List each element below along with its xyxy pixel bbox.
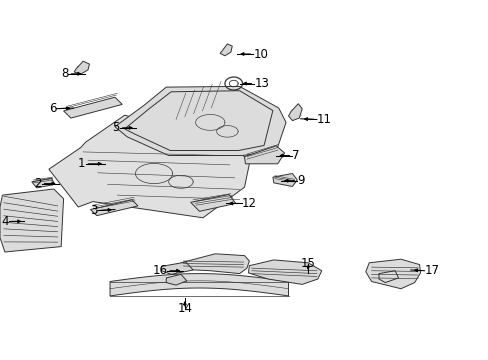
Text: 16: 16 [152,264,167,277]
Polygon shape [248,260,321,284]
Text: 12: 12 [242,197,257,210]
Polygon shape [90,200,138,216]
Text: 4: 4 [1,215,9,228]
Polygon shape [161,262,193,274]
Text: 5: 5 [112,121,120,134]
Text: 6: 6 [49,102,56,115]
Polygon shape [244,146,284,164]
Text: 10: 10 [253,48,267,60]
Text: 7: 7 [292,149,299,162]
Polygon shape [115,86,285,156]
Polygon shape [49,115,249,218]
Text: 3: 3 [90,204,98,217]
Text: 17: 17 [424,264,439,277]
Polygon shape [220,44,232,56]
Polygon shape [74,61,89,74]
Text: 11: 11 [316,113,331,126]
Text: 8: 8 [61,67,68,80]
Polygon shape [0,189,63,252]
Polygon shape [63,97,122,118]
Text: 14: 14 [177,302,192,315]
Polygon shape [110,274,288,296]
Text: 15: 15 [300,257,315,270]
Polygon shape [190,194,235,211]
Polygon shape [365,259,420,289]
Polygon shape [180,254,249,274]
Text: 9: 9 [297,174,304,187]
Polygon shape [272,174,297,186]
Polygon shape [288,104,302,121]
Text: 1: 1 [78,157,85,170]
Text: 13: 13 [254,77,268,90]
Polygon shape [166,274,186,285]
Polygon shape [32,178,55,188]
Text: 2: 2 [34,177,41,190]
